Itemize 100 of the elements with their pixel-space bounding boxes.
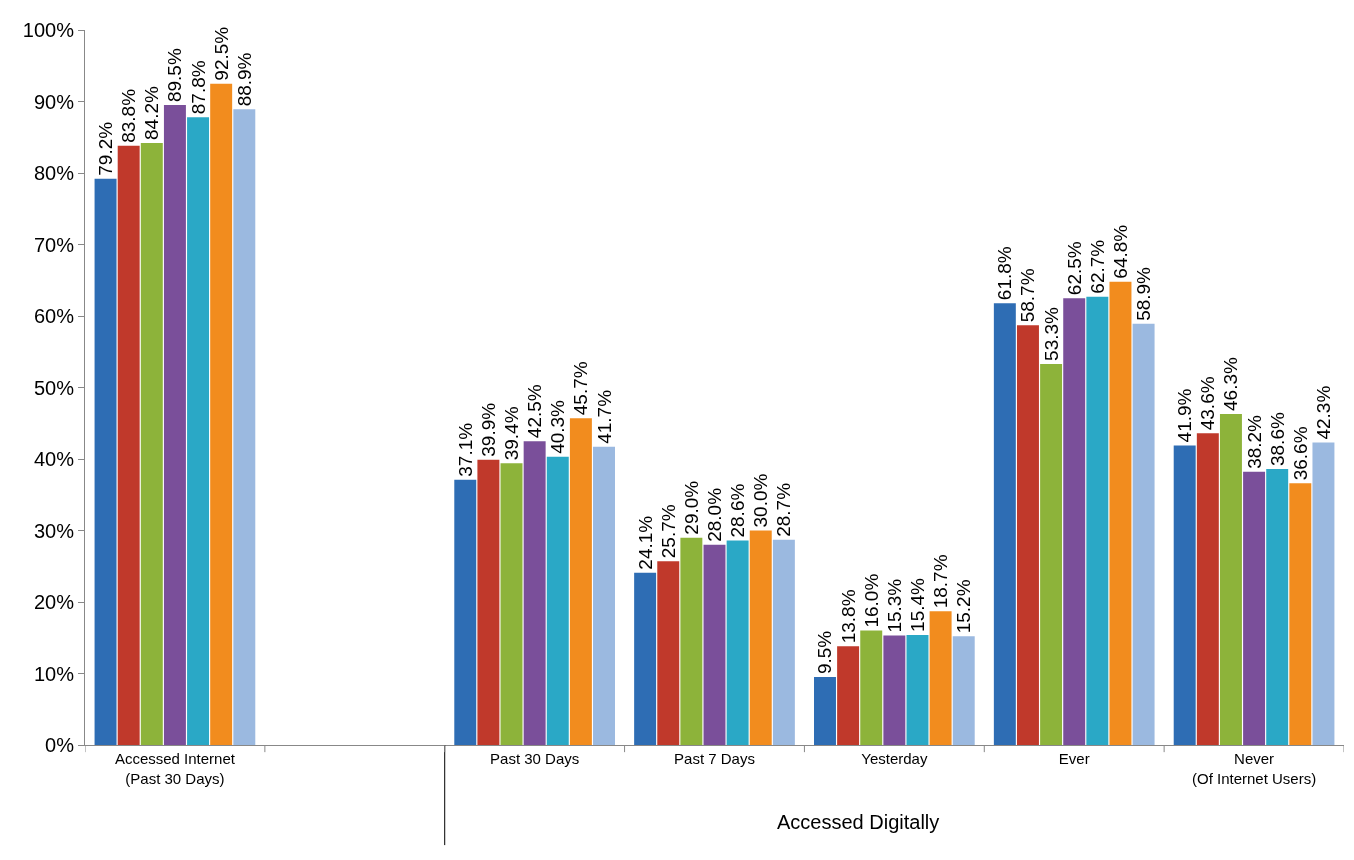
bar [1243, 471, 1266, 745]
y-tick-label: 70% [33, 233, 75, 256]
data-label: 83.8% [118, 88, 140, 143]
y-tick-label: 20% [33, 591, 75, 613]
data-label: 36.6% [1289, 426, 1311, 481]
bar [1132, 323, 1155, 745]
bar [1040, 363, 1063, 745]
bar [952, 636, 975, 745]
data-label: 38.2% [1243, 414, 1265, 469]
data-label: 53.3% [1040, 306, 1062, 361]
y-tick-label: 10% [33, 662, 75, 685]
data-label: 39.4% [501, 406, 523, 461]
data-label: 58.7% [1017, 268, 1039, 323]
bar [546, 456, 569, 745]
x-tick-label: Never (Of Internet Users) [1191, 750, 1317, 787]
data-label: 40.3% [547, 399, 569, 454]
bar [657, 561, 680, 745]
data-label: 25.7% [657, 504, 679, 559]
data-label: 87.8% [187, 60, 209, 115]
bar [1219, 413, 1242, 745]
bar [569, 418, 592, 745]
data-label: 28.0% [704, 487, 725, 542]
y-tick-label: 40% [33, 448, 75, 470]
bar [726, 540, 749, 745]
bar [233, 109, 256, 745]
bar [1063, 298, 1086, 745]
bar [117, 145, 140, 745]
data-label: 30.0% [750, 473, 772, 528]
bar [187, 117, 210, 745]
bar [749, 530, 772, 745]
bar [94, 178, 117, 745]
data-label: 15.4% [906, 577, 928, 632]
data-label: 39.9% [477, 402, 499, 457]
bar [210, 83, 233, 745]
data-label: 61.8% [994, 246, 1016, 301]
bar [1173, 445, 1196, 745]
y-tick-label: 80% [33, 162, 75, 184]
data-label: 28.7% [773, 482, 795, 537]
data-label: 84.2% [141, 85, 163, 140]
bar [837, 646, 860, 745]
bar [993, 303, 1016, 745]
bar [1312, 442, 1335, 745]
bar [454, 479, 477, 745]
data-label: 62.5% [1063, 241, 1085, 296]
data-label: 92.5% [210, 26, 232, 81]
data-label: 13.8% [837, 589, 859, 644]
data-label: 45.7% [570, 361, 592, 416]
data-label: 43.6% [1197, 376, 1219, 431]
x-tick-label: Yesterday [861, 750, 928, 767]
data-label: 58.9% [1133, 266, 1155, 321]
bar [1196, 433, 1219, 745]
data-label: 28.6% [727, 483, 749, 538]
data-label: 24.1% [634, 515, 656, 570]
bar [163, 105, 186, 745]
data-label: 15.2% [953, 579, 975, 634]
y-tick-label: 0% [45, 734, 75, 756]
data-label: 46.3% [1220, 356, 1242, 411]
bar [772, 539, 795, 745]
bar [634, 572, 657, 745]
data-label: 41.9% [1174, 388, 1196, 443]
y-tick-label: 100% [22, 19, 75, 41]
data-label: 9.5% [814, 630, 836, 675]
x-tick-label: Past 30 Days [490, 750, 580, 767]
data-label: 38.6% [1266, 412, 1288, 467]
bar [814, 677, 836, 745]
y-tick-label: 30% [33, 519, 75, 542]
y-tick-label: 60% [33, 305, 75, 327]
data-label: 16.0% [860, 573, 882, 628]
data-label: 79.2% [95, 121, 117, 176]
data-label: 15.3% [883, 578, 905, 633]
bar [1109, 281, 1132, 745]
bar [883, 635, 906, 745]
bar [703, 544, 726, 745]
data-label: 41.7% [593, 389, 615, 444]
data-label: 62.7% [1086, 239, 1108, 294]
bar [593, 446, 615, 745]
bar [929, 611, 952, 745]
data-label: 42.5% [524, 384, 546, 439]
data-label: 37.1% [454, 422, 476, 477]
data-label: 18.7% [930, 554, 952, 609]
bar [500, 463, 523, 745]
bar [1266, 469, 1289, 745]
bar [680, 537, 703, 745]
bar [1289, 483, 1312, 745]
data-label: 88.9% [233, 52, 255, 107]
data-label: 89.5% [164, 48, 186, 103]
bar [140, 142, 163, 745]
x-tick-label: Ever [1058, 750, 1090, 767]
bar [860, 630, 883, 745]
bar [477, 459, 500, 745]
data-label: 64.8% [1109, 224, 1131, 279]
bar [906, 634, 929, 745]
bar [523, 441, 546, 745]
data-label: 29.0% [680, 480, 702, 535]
y-tick-label: 90% [33, 90, 75, 113]
data-label: 42.3% [1312, 385, 1334, 440]
x-tick-label: Accessed Internet (Past 30 Days) [114, 750, 236, 787]
bar [1016, 325, 1039, 745]
bar [1086, 296, 1109, 745]
text: Accessed Digitally [777, 811, 940, 833]
